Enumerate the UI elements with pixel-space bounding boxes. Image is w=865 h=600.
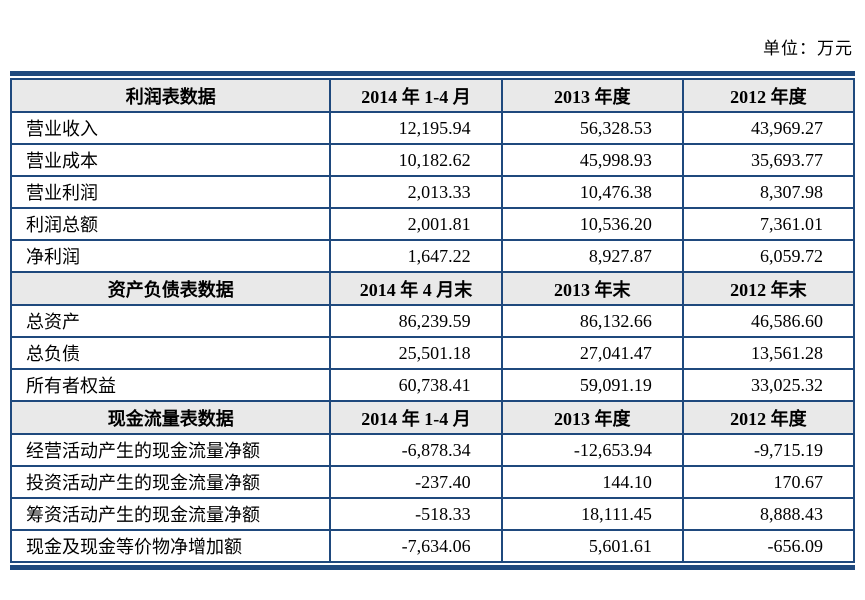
value-cell: 8,307.98 — [681, 175, 856, 209]
value-cell: 2,001.81 — [329, 207, 503, 241]
value-cell: 2,013.33 — [329, 175, 503, 209]
value-cell: 13,561.28 — [681, 336, 856, 370]
value-cell: 1,647.22 — [329, 239, 503, 273]
value-cell: 86,239.59 — [329, 304, 503, 338]
section-title-cell: 利润表数据 — [9, 78, 332, 113]
value-cell: 7,361.01 — [681, 207, 856, 241]
value-cell: -656.09 — [681, 529, 856, 563]
table-row: 筹资活动产生的现金流量净额 -518.33 18,111.45 8,888.43 — [9, 497, 856, 531]
value-cell: -6,878.34 — [329, 433, 503, 467]
row-label-cell: 总负债 — [9, 336, 332, 370]
value-cell: 8,927.87 — [500, 239, 684, 273]
column-header-cell: 2012 年度 — [681, 78, 856, 113]
value-cell: 35,693.77 — [681, 143, 856, 177]
row-label-cell: 营业成本 — [9, 143, 332, 177]
value-cell: 56,328.53 — [500, 111, 684, 145]
section-title-cell: 资产负债表数据 — [9, 271, 332, 306]
value-cell: -9,715.19 — [681, 433, 856, 467]
section-header-row: 现金流量表数据 2014 年 1-4 月 2013 年度 2012 年度 — [9, 400, 856, 435]
table-row: 总负债 25,501.18 27,041.47 13,561.28 — [9, 336, 856, 370]
table-row: 经营活动产生的现金流量净额 -6,878.34 -12,653.94 -9,715.1… — [9, 433, 856, 467]
value-cell: -518.33 — [329, 497, 503, 531]
value-cell: 86,132.66 — [500, 304, 684, 338]
row-label-cell: 利润总额 — [9, 207, 332, 241]
value-cell: 33,025.32 — [681, 368, 856, 402]
table-row: 净利润 1,647.22 8,927.87 6,059.72 — [9, 239, 856, 273]
value-cell: 10,476.38 — [500, 175, 684, 209]
row-label-cell: 营业利润 — [9, 175, 332, 209]
value-cell: 8,888.43 — [681, 497, 856, 531]
table-row: 营业收入 12,195.94 56,328.53 43,969.27 — [9, 111, 856, 145]
value-cell: 5,601.61 — [500, 529, 684, 563]
table-row: 投资活动产生的现金流量净额 -237.40 144.10 170.67 — [9, 465, 856, 499]
value-cell: 170.67 — [681, 465, 856, 499]
row-label-cell: 总资产 — [9, 304, 332, 338]
section-header-row: 资产负债表数据 2014 年 4 月末 2013 年末 2012 年末 — [9, 271, 856, 306]
row-label-cell: 投资活动产生的现金流量净额 — [9, 465, 332, 499]
value-cell: 45,998.93 — [500, 143, 684, 177]
financial-table: 利润表数据 2014 年 1-4 月 2013 年度 2012 年度 营业收入 12,19… — [9, 78, 856, 563]
financial-table-body: 利润表数据 2014 年 1-4 月 2013 年度 2012 年度 营业收入 12,19… — [9, 78, 856, 563]
value-cell: 6,059.72 — [681, 239, 856, 273]
row-label-cell: 所有者权益 — [9, 368, 332, 402]
value-cell: 10,536.20 — [500, 207, 684, 241]
column-header-cell: 2012 年末 — [681, 271, 856, 306]
column-header-cell: 2013 年末 — [500, 271, 684, 306]
row-label-cell: 经营活动产生的现金流量净额 — [9, 433, 332, 467]
column-header-cell: 2014 年 1-4 月 — [329, 400, 503, 435]
value-cell: 43,969.27 — [681, 111, 856, 145]
value-cell: -12,653.94 — [500, 433, 684, 467]
table-row: 营业成本 10,182.62 45,998.93 35,693.77 — [9, 143, 856, 177]
row-label-cell: 营业收入 — [9, 111, 332, 145]
table-row: 现金及现金等价物净增加额 -7,634.06 5,601.61 -656.09 — [9, 529, 856, 563]
column-header-cell: 2013 年度 — [500, 78, 684, 113]
section-title-cell: 现金流量表数据 — [9, 400, 332, 435]
column-header-cell: 2014 年 1-4 月 — [329, 78, 503, 113]
value-cell: 12,195.94 — [329, 111, 503, 145]
value-cell: 27,041.47 — [500, 336, 684, 370]
column-header-cell: 2012 年度 — [681, 400, 856, 435]
value-cell: 25,501.18 — [329, 336, 503, 370]
table-row: 所有者权益 60,738.41 59,091.19 33,025.32 — [9, 368, 856, 402]
table-row: 营业利润 2,013.33 10,476.38 8,307.98 — [9, 175, 856, 209]
table-row: 利润总额 2,001.81 10,536.20 7,361.01 — [9, 207, 856, 241]
financial-summary-table: 利润表数据 2014 年 1-4 月 2013 年度 2012 年度 营业收入 12,19… — [9, 71, 856, 570]
row-label-cell: 筹资活动产生的现金流量净额 — [9, 497, 332, 531]
table-row: 总资产 86,239.59 86,132.66 46,586.60 — [9, 304, 856, 338]
unit-label: 单位：万元 — [763, 39, 853, 58]
value-cell: 60,738.41 — [329, 368, 503, 402]
column-header-cell: 2013 年度 — [500, 400, 684, 435]
value-cell: 18,111.45 — [500, 497, 684, 531]
value-cell: 59,091.19 — [500, 368, 684, 402]
value-cell: 144.10 — [500, 465, 684, 499]
value-cell: 46,586.60 — [681, 304, 856, 338]
section-header-row: 利润表数据 2014 年 1-4 月 2013 年度 2012 年度 — [9, 78, 856, 113]
row-label-cell: 净利润 — [9, 239, 332, 273]
value-cell: -237.40 — [329, 465, 503, 499]
column-header-cell: 2014 年 4 月末 — [329, 271, 503, 306]
value-cell: -7,634.06 — [329, 529, 503, 563]
row-label-cell: 现金及现金等价物净增加额 — [9, 529, 332, 563]
value-cell: 10,182.62 — [329, 143, 503, 177]
